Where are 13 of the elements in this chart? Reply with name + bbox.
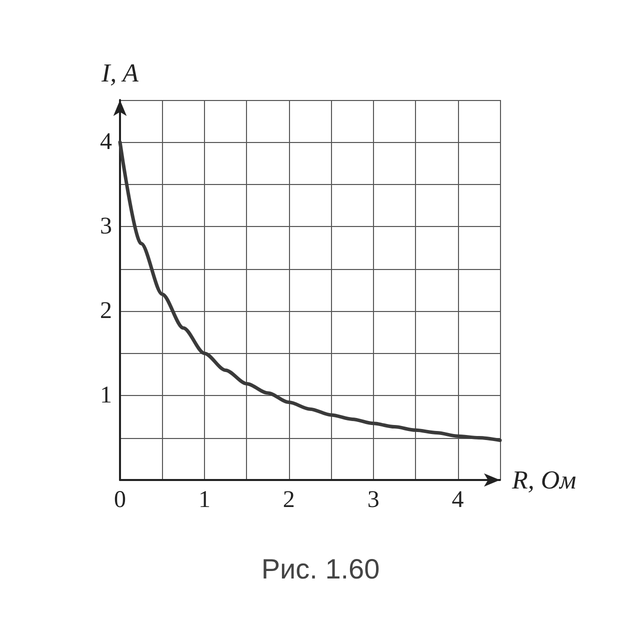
line-series [118, 140, 502, 442]
y-tick-label: 4 [100, 129, 112, 156]
x-axis-title: R, Ом [511, 466, 576, 494]
y-axis-title: I, A [100, 58, 139, 88]
x-tick-label: 0 [114, 487, 126, 513]
x-tick-label: 2 [282, 487, 295, 513]
y-tick-label: 2 [100, 298, 112, 324]
text: Рис. 1.60 [261, 554, 380, 584]
y-tick-label: 3 [100, 214, 112, 240]
x-tick-label: 3 [367, 487, 380, 513]
x-tick-label: 1 [198, 487, 210, 513]
y-tick-label: 1 [100, 382, 112, 409]
x-tick-label: 4 [452, 487, 464, 513]
